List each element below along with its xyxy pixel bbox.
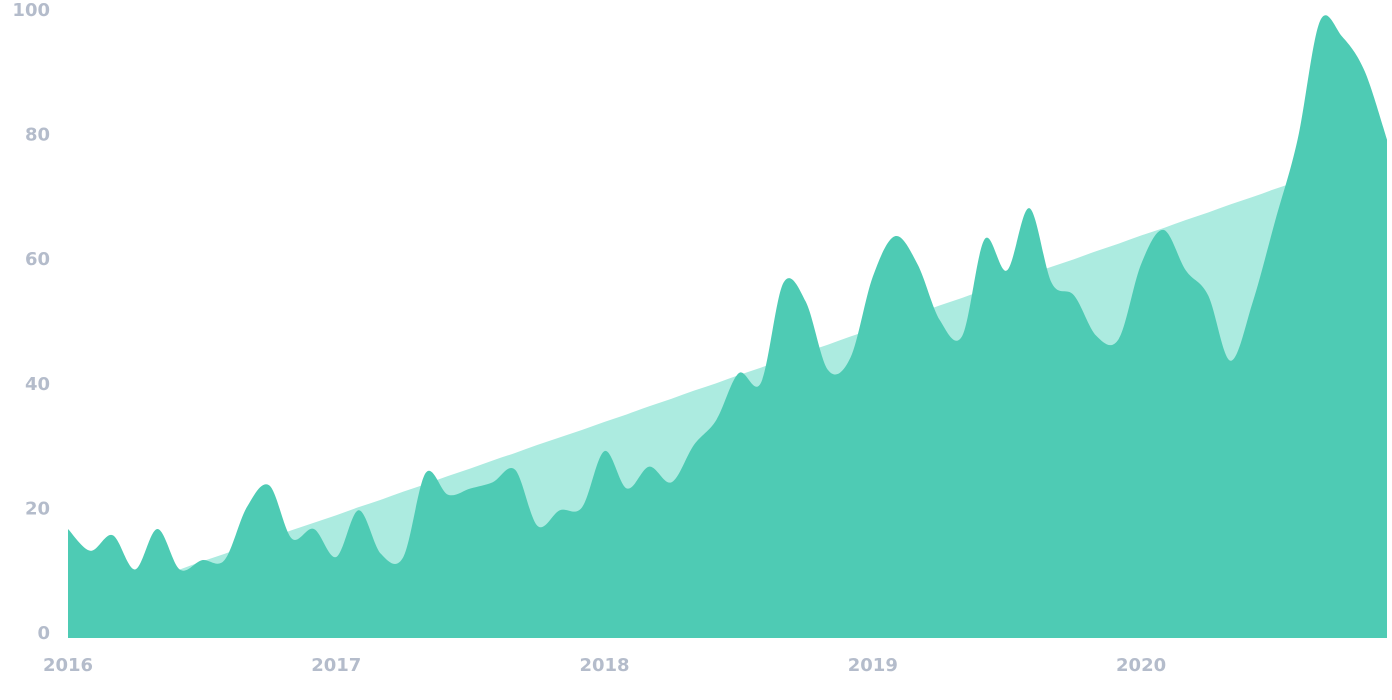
y-tick-label: 40	[25, 374, 50, 395]
x-tick-label: 2016	[43, 655, 93, 676]
x-tick-label: 2018	[579, 655, 629, 676]
x-tick-label: 2017	[311, 655, 361, 676]
y-tick-label: 80	[25, 125, 50, 146]
y-tick-label: 100	[12, 0, 50, 21]
y-tick-label: 20	[25, 498, 50, 519]
x-tick-label: 2020	[1116, 655, 1166, 676]
y-tick-label: 60	[25, 249, 50, 270]
x-tick-label: 2019	[848, 655, 898, 676]
area	[68, 15, 1387, 639]
y-tick-label: 0	[37, 623, 50, 644]
